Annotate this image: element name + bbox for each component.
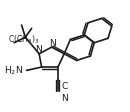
Text: C: C (61, 82, 67, 92)
Text: $\mathregular{C(CH_3)_3}$: $\mathregular{C(CH_3)_3}$ (8, 33, 40, 46)
Text: N: N (35, 45, 42, 54)
Text: N: N (61, 94, 68, 102)
Text: $\mathregular{H_2N}$: $\mathregular{H_2N}$ (5, 65, 24, 77)
Text: N: N (49, 39, 56, 48)
